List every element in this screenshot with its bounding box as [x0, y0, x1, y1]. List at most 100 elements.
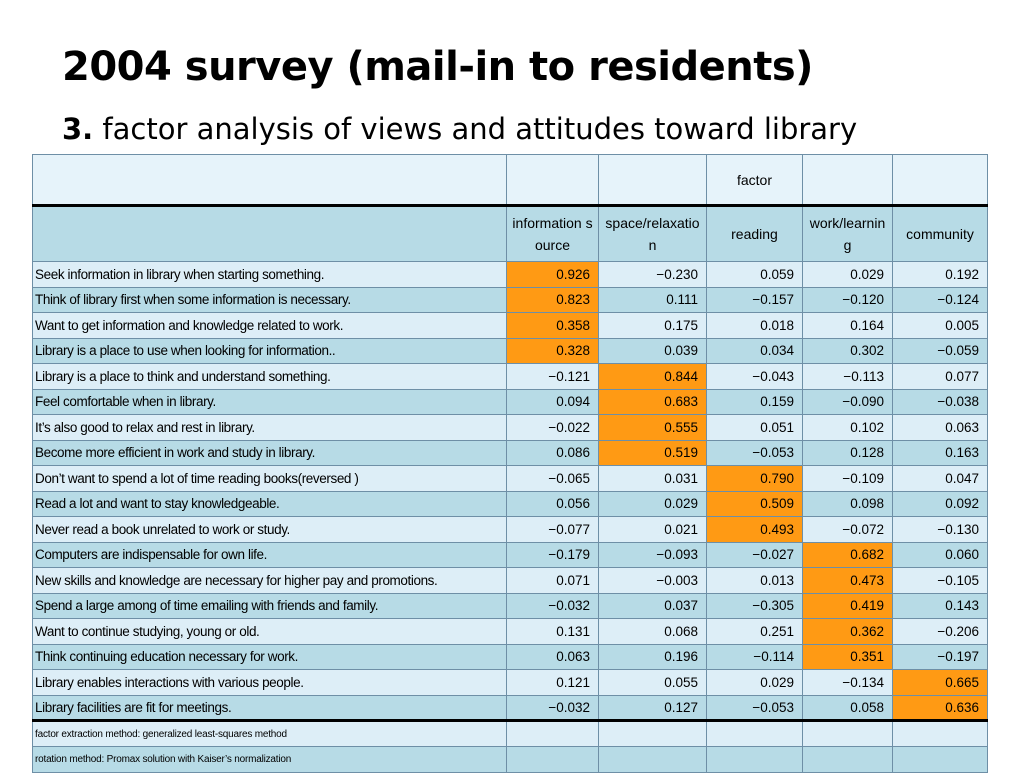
loading-cell: −0.038 [892, 388, 988, 415]
slide-title: 2004 survey (mail-in to residents) [62, 44, 813, 90]
column-header-space-relaxation: space/relaxation [598, 205, 707, 262]
table-row: Computers are indispensable for own life… [32, 541, 988, 568]
item-label: Don’t want to spend a lot of time readin… [32, 465, 507, 492]
loading-cell: 0.060 [892, 541, 988, 568]
empty-header-cell [892, 154, 988, 206]
item-label: Library enables interactions with variou… [32, 669, 507, 696]
footnote-empty-cell [706, 720, 803, 747]
loading-cell-highlighted: 0.358 [506, 312, 599, 339]
item-label: Want to get information and knowledge re… [32, 312, 507, 339]
loading-cell: −0.065 [506, 465, 599, 492]
loading-cell: −0.305 [706, 592, 803, 619]
loading-cell: −0.105 [892, 567, 988, 594]
loading-cell-highlighted: 0.665 [892, 669, 988, 696]
loading-cell: 0.034 [706, 337, 803, 364]
footnote-empty-cell [802, 746, 893, 773]
loading-cell: 0.302 [802, 337, 893, 364]
loading-cell: −0.120 [802, 286, 893, 313]
loading-cell-highlighted: 0.926 [506, 261, 599, 288]
footnote-row: factor extraction method: generalized le… [32, 720, 988, 747]
footnote-empty-cell [598, 746, 707, 773]
item-label: Want to continue studying, young or old. [32, 618, 507, 645]
table-row: Want to get information and knowledge re… [32, 312, 988, 339]
loading-cell-highlighted: 0.682 [802, 541, 893, 568]
footnote-text: factor extraction method: generalized le… [32, 720, 507, 747]
footnote-empty-cell [892, 720, 988, 747]
loading-cell: 0.018 [706, 312, 803, 339]
loading-cell-highlighted: 0.509 [706, 490, 803, 517]
empty-header-cell [802, 154, 893, 206]
loading-cell: 0.071 [506, 567, 599, 594]
column-header-information-source: information source [506, 205, 599, 262]
table-row: Library is a place to think and understa… [32, 363, 988, 390]
table-row: Library enables interactions with variou… [32, 669, 988, 696]
loading-cell-highlighted: 0.636 [892, 694, 988, 721]
loading-cell: 0.029 [706, 669, 803, 696]
subtitle-text: factor analysis of views and attitudes t… [102, 112, 858, 146]
footnote-empty-cell [706, 746, 803, 773]
loading-cell: 0.029 [802, 261, 893, 288]
table-row: Spend a large among of time emailing wit… [32, 592, 988, 619]
column-header-row: information source space/relaxation read… [32, 205, 988, 262]
loading-cell: −0.022 [506, 414, 599, 441]
table-row: Never read a book unrelated to work or s… [32, 516, 988, 543]
item-label: Think continuing education necessary for… [32, 643, 507, 670]
table-row: Seek information in library when startin… [32, 261, 988, 288]
loading-cell: −0.053 [706, 694, 803, 721]
loading-cell: 0.143 [892, 592, 988, 619]
loading-cell-highlighted: 0.683 [598, 388, 707, 415]
loading-cell: 0.192 [892, 261, 988, 288]
column-header-work-learning: work/learning [802, 205, 893, 262]
item-label: Library is a place to use when looking f… [32, 337, 507, 364]
loading-cell: 0.037 [598, 592, 707, 619]
factor-header-row: factor [32, 154, 988, 206]
item-label: Library is a place to think and understa… [32, 363, 507, 390]
loading-cell: −0.130 [892, 516, 988, 543]
loading-cell: −0.053 [706, 439, 803, 466]
loading-cell: 0.021 [598, 516, 707, 543]
item-label: Read a lot and want to stay knowledgeabl… [32, 490, 507, 517]
loading-cell: −0.114 [706, 643, 803, 670]
loading-cell: 0.086 [506, 439, 599, 466]
loading-cell-highlighted: 0.473 [802, 567, 893, 594]
loading-cell: −0.093 [598, 541, 707, 568]
item-label: Seek information in library when startin… [32, 261, 507, 288]
loading-cell: 0.047 [892, 465, 988, 492]
loading-cell: −0.197 [892, 643, 988, 670]
item-label: Library facilities are fit for meetings. [32, 694, 507, 721]
item-label: Think of library first when some informa… [32, 286, 507, 313]
factor-analysis-table: factor information source space/relaxati… [32, 154, 988, 773]
empty-header-cell [598, 154, 707, 206]
loading-cell: 0.039 [598, 337, 707, 364]
item-label: It’s also good to relax and rest in libr… [32, 414, 507, 441]
item-label: New skills and knowledge are necessary f… [32, 567, 507, 594]
column-header-community: community [892, 205, 988, 262]
loading-cell: 0.163 [892, 439, 988, 466]
footnote-empty-cell [802, 720, 893, 747]
loading-cell-highlighted: 0.493 [706, 516, 803, 543]
column-header-reading: reading [706, 205, 803, 262]
loading-cell: −0.230 [598, 261, 707, 288]
loading-cell: 0.159 [706, 388, 803, 415]
loading-cell-highlighted: 0.351 [802, 643, 893, 670]
table-row: Think of library first when some informa… [32, 286, 988, 313]
table-row: Feel comfortable when in library. 0.094 0.… [32, 388, 988, 415]
loading-cell: 0.128 [802, 439, 893, 466]
loading-cell: 0.131 [506, 618, 599, 645]
item-label: Never read a book unrelated to work or s… [32, 516, 507, 543]
loading-cell: 0.175 [598, 312, 707, 339]
loading-cell: −0.109 [802, 465, 893, 492]
loading-cell: 0.102 [802, 414, 893, 441]
table-row: New skills and knowledge are necessary f… [32, 567, 988, 594]
footnote-empty-cell [892, 746, 988, 773]
loading-cell: 0.098 [802, 490, 893, 517]
table-row: Think continuing education necessary for… [32, 643, 988, 670]
item-label: Computers are indispensable for own life… [32, 541, 507, 568]
loading-cell: −0.124 [892, 286, 988, 313]
loading-cell: 0.111 [598, 286, 707, 313]
item-label: Feel comfortable when in library. [32, 388, 507, 415]
loading-cell: 0.063 [892, 414, 988, 441]
loading-cell: 0.063 [506, 643, 599, 670]
loading-cell: −0.059 [892, 337, 988, 364]
loading-cell-highlighted: 0.555 [598, 414, 707, 441]
